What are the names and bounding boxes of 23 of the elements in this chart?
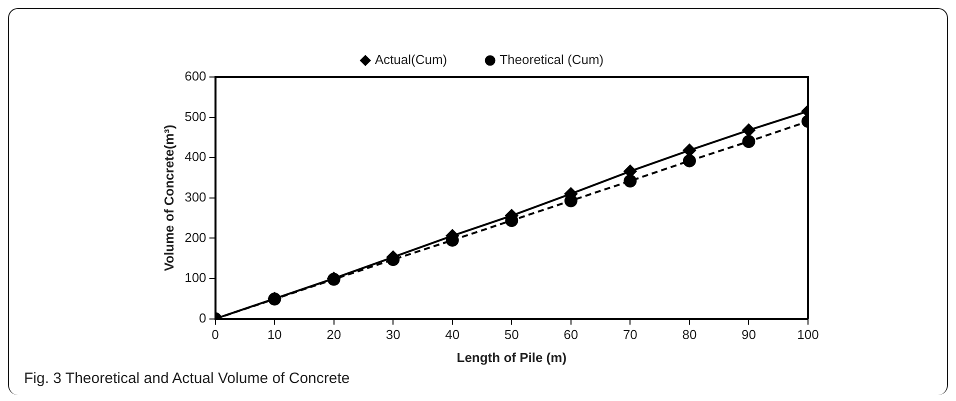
y-tick-label: 0 [199, 310, 206, 326]
y-tick-label: 400 [184, 149, 206, 164]
y-tick-label: 300 [184, 189, 206, 204]
x-axis-title: Length of Pile (m) [456, 350, 567, 365]
x-tick-label: 50 [504, 327, 519, 342]
x-tick-label: 70 [622, 327, 638, 342]
legend-label: Actual(Cum) [374, 52, 448, 68]
y-tick-label: 500 [184, 108, 206, 124]
y-tick-label: 200 [184, 230, 206, 245]
x-tick-label: 80 [682, 327, 697, 342]
y-tick-label: 600 [184, 68, 206, 84]
x-tick-label: 20 [326, 327, 342, 342]
y-tick-label: 100 [184, 270, 206, 286]
x-tick-label: 90 [741, 327, 756, 342]
y-axis-title: Volume of Concrete(m³) [161, 124, 176, 272]
caption: Fig. 3 Theoretical and Actual Volume of Concrete [24, 370, 350, 387]
x-tick-label: 60 [564, 327, 578, 342]
x-tick-label: 40 [445, 327, 460, 342]
x-tick-label: 100 [797, 327, 819, 342]
legend-label: Theoretical (Cum) [500, 52, 604, 68]
x-tick-label: 10 [267, 327, 282, 342]
x-tick-label: 30 [386, 327, 400, 342]
x-tick-label: 0 [212, 327, 219, 342]
